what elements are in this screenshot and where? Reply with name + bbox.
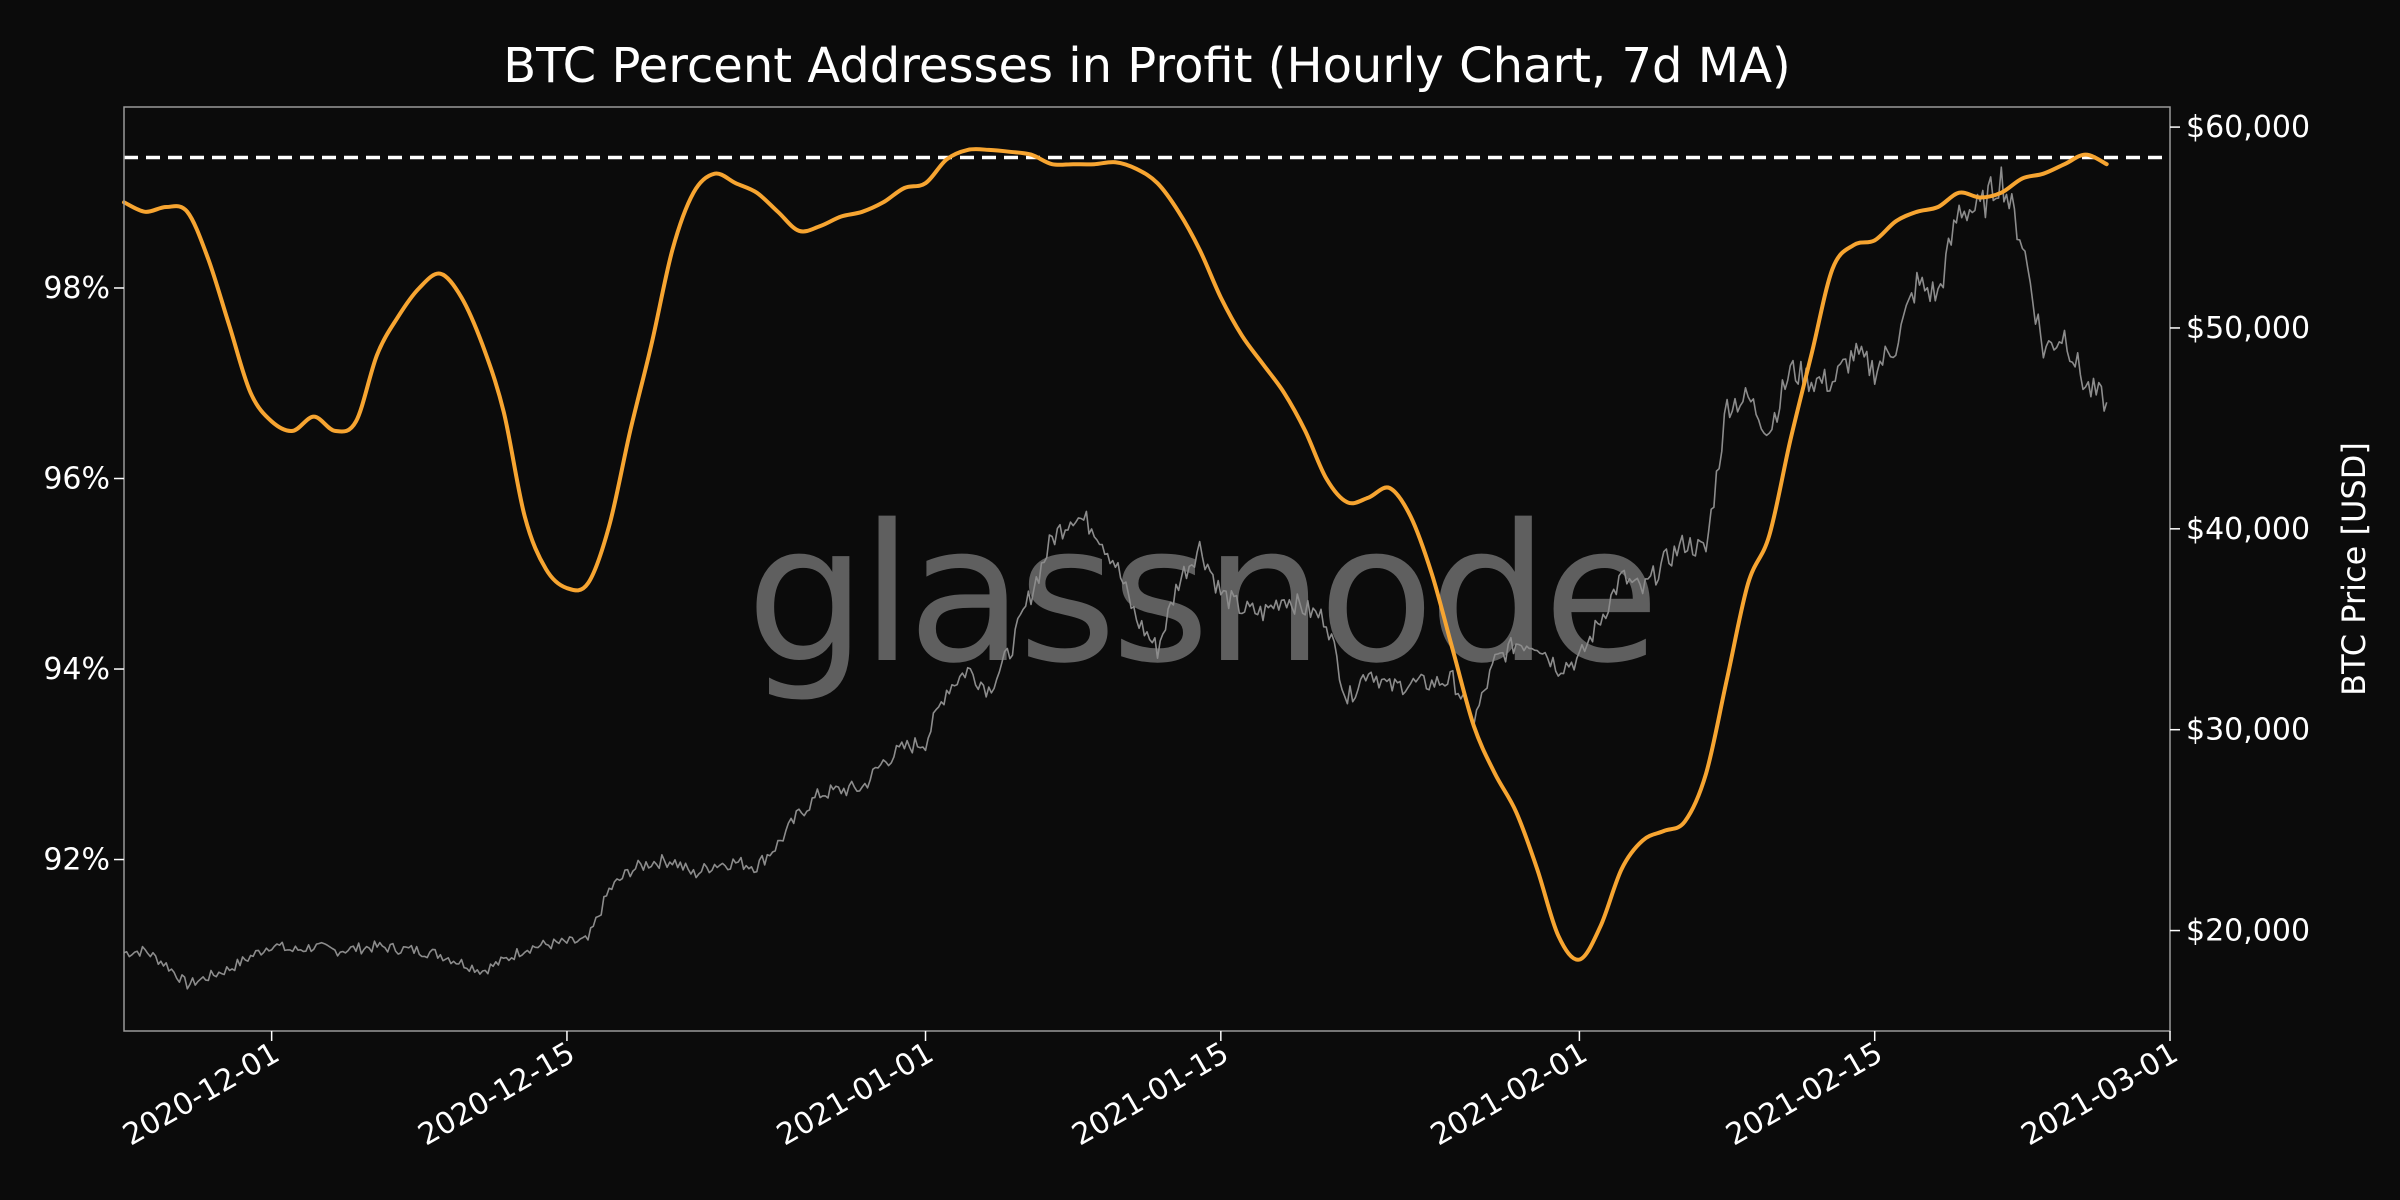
left-tick-label: 94% [43, 652, 110, 687]
right-tick-label: $40,000 [2186, 512, 2310, 547]
left-tick-label: 92% [43, 843, 110, 878]
left-tick-label: 96% [43, 462, 110, 497]
watermark-logo: glassnode [746, 484, 1654, 705]
price-series [123, 166, 2108, 990]
left-tick-label: 98% [43, 271, 110, 306]
right-tick-label: $50,000 [2186, 311, 2310, 346]
profit-series [122, 147, 2109, 962]
chart-title: BTC Percent Addresses in Profit (Hourly … [503, 38, 1791, 94]
price-line [123, 166, 2108, 990]
left-axis: 92% 94% 96% 98% [43, 271, 124, 878]
right-axis: $20,000 $30,000 $40,000 $50,000 $60,000 [2170, 110, 2310, 949]
plot-frame [123, 106, 2171, 1032]
right-axis-label: BTC Price [USD] [2335, 442, 2373, 696]
right-tick-label: $20,000 [2186, 914, 2310, 949]
right-tick-label: $30,000 [2186, 713, 2310, 748]
right-tick-label: $60,000 [2186, 110, 2310, 145]
profit-line [122, 147, 2109, 962]
